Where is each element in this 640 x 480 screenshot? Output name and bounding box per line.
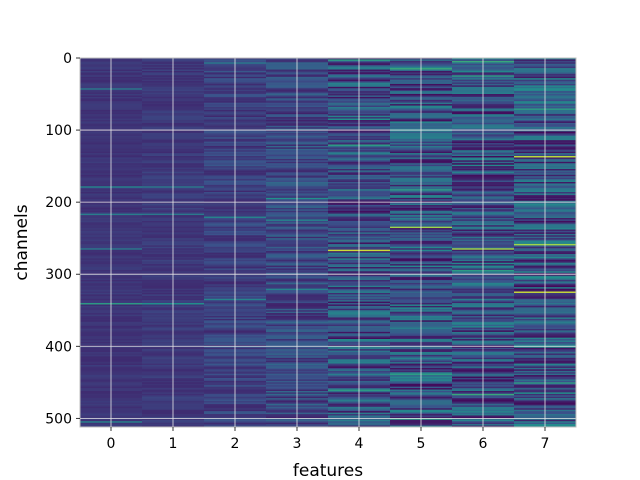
y-tick-label: 500	[45, 411, 72, 427]
x-tick-label: 5	[417, 436, 426, 452]
heatmap-cells	[80, 58, 576, 428]
x-tick-label: 0	[107, 436, 116, 452]
x-tick-label: 1	[169, 436, 178, 452]
y-axis-label: channels	[12, 204, 32, 280]
x-tick-label: 6	[479, 436, 488, 452]
plot-frame	[79, 57, 577, 428]
y-tick-label: 0	[63, 51, 72, 67]
x-axis-label: features	[293, 461, 363, 480]
x-tick-label: 7	[541, 436, 550, 452]
y-tick-label: 400	[45, 339, 72, 355]
x-tick-label: 3	[293, 436, 302, 452]
axis-ticks: 0 1 2 3 4 5 6 7 0 100 200 300 400 500	[45, 51, 549, 452]
y-tick-label: 300	[45, 267, 72, 283]
y-tick-label: 100	[45, 123, 72, 139]
y-tick-label: 200	[45, 195, 72, 211]
x-tick-label: 4	[355, 436, 364, 452]
x-tick-label: 2	[231, 436, 240, 452]
grid-lines	[80, 57, 576, 427]
